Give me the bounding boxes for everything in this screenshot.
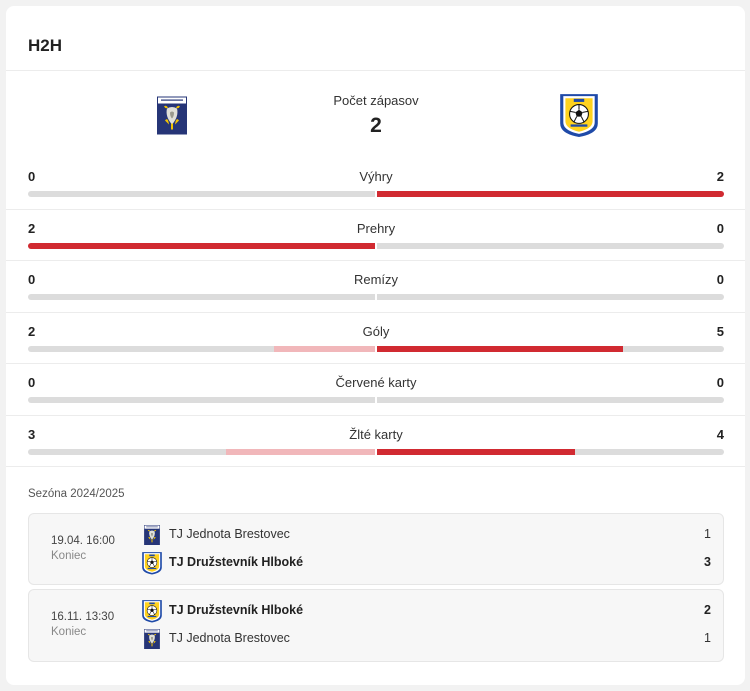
match-status: Koniec — [51, 550, 87, 562]
stat-label: Remízy — [353, 272, 399, 287]
stat-away-value: 5 — [716, 324, 724, 339]
stat-label: Góly — [362, 324, 390, 339]
divider — [6, 260, 745, 261]
stat-away-bar-fill — [377, 449, 575, 455]
match-team-score: 2 — [704, 603, 711, 617]
stat-home-value: 3 — [28, 427, 36, 442]
stat-home-bar — [28, 449, 375, 455]
stat-row: 2 Prehry 0 — [6, 209, 745, 261]
stat-home-value: 0 — [28, 375, 36, 390]
match-team-name[interactable]: TJ Družstevník Hlboké — [169, 603, 304, 617]
tj-jednota-brestovec-crest-icon — [144, 629, 160, 649]
match-date: 19.04. 16:00 — [51, 535, 115, 547]
stat-label: Výhry — [359, 169, 393, 184]
stat-away-bar — [377, 294, 724, 300]
matches-count-label: Počet zápasov — [333, 93, 419, 108]
widget-title: H2H — [28, 36, 63, 55]
stat-away-bar — [377, 346, 724, 352]
stat-home-value: 0 — [28, 169, 36, 184]
stat-away-bar-fill — [377, 346, 624, 352]
stat-label: Prehry — [356, 221, 396, 236]
stat-home-bar — [28, 397, 375, 403]
match-team-row: TJ Jednota Brestovec 1 — [141, 627, 711, 651]
match-team-score: 3 — [704, 555, 711, 569]
match-team-row: TJ Družstevník Hlboké 3 — [141, 551, 711, 575]
stat-away-bar — [377, 191, 724, 197]
stat-row: 0 Výhry 2 — [6, 157, 745, 209]
match-team-score: 1 — [704, 527, 711, 541]
stat-row: 3 Žlté karty 4 — [6, 415, 745, 467]
matches-count-value: 2 — [370, 114, 382, 137]
stat-label: Červené karty — [335, 375, 417, 390]
stat-away-value: 2 — [716, 169, 724, 184]
divider — [6, 209, 745, 210]
match-team-name[interactable]: TJ Jednota Brestovec — [169, 527, 290, 541]
stat-away-bar — [377, 397, 724, 403]
h2h-card: H2H Počet zápasov 2 0 Výhry 2 2 Prehry 0 0 Remí… — [6, 6, 745, 685]
match-team-name[interactable]: TJ Jednota Brestovec — [169, 631, 290, 645]
divider — [6, 415, 745, 416]
stat-home-value: 2 — [28, 221, 36, 236]
stat-home-bar — [28, 294, 375, 300]
stat-home-bar-fill — [225, 449, 375, 455]
match-team-row: TJ Družstevník Hlboké 2 — [141, 599, 711, 623]
stat-row: 2 Góly 5 — [6, 312, 745, 364]
divider — [6, 70, 745, 71]
stat-home-value: 2 — [28, 324, 36, 339]
tj-jednota-brestovec-crest-icon — [144, 525, 160, 545]
stat-away-value: 4 — [716, 427, 724, 442]
stat-away-value: 0 — [716, 221, 724, 236]
match-status: Koniec — [51, 626, 87, 638]
stat-away-bar-fill — [377, 191, 724, 197]
stat-away-bar — [377, 449, 724, 455]
stat-home-value: 0 — [28, 272, 36, 287]
match-date: 16.11. 13:30 — [51, 611, 115, 623]
season-label: Sezóna 2024/2025 — [28, 488, 125, 500]
stat-home-bar — [28, 346, 375, 352]
match-card[interactable]: 16.11. 13:30 Koniec TJ Družstevník Hlboké 2… — [28, 589, 724, 662]
tj-druzstevnik-hlboke-crest-icon — [141, 599, 163, 623]
divider — [6, 363, 745, 364]
stat-home-bar-fill — [28, 243, 375, 249]
divider — [6, 466, 745, 467]
stat-row: 0 Remízy 0 — [6, 260, 745, 312]
match-card[interactable]: 19.04. 16:00 Koniec TJ Jednota Brestovec 1 T… — [28, 513, 724, 585]
stat-home-bar — [28, 191, 375, 197]
tj-druzstevnik-hlboke-crest-icon — [141, 551, 163, 575]
stat-home-bar — [28, 243, 375, 249]
stat-away-bar — [377, 243, 724, 249]
stat-away-value: 0 — [716, 272, 724, 287]
match-team-name[interactable]: TJ Družstevník Hlboké — [169, 555, 304, 569]
stat-away-value: 0 — [716, 375, 724, 390]
match-team-score: 1 — [704, 631, 711, 645]
match-team-row: TJ Jednota Brestovec 1 — [141, 523, 711, 547]
stat-home-bar-fill — [274, 346, 375, 352]
tj-jednota-brestovec-crest-icon[interactable] — [157, 96, 187, 135]
stat-row: 0 Červené karty 0 — [6, 363, 745, 415]
tj-druzstevnik-hlboke-crest-icon[interactable] — [557, 92, 601, 138]
divider — [6, 312, 745, 313]
stat-label: Žlté karty — [349, 427, 403, 442]
